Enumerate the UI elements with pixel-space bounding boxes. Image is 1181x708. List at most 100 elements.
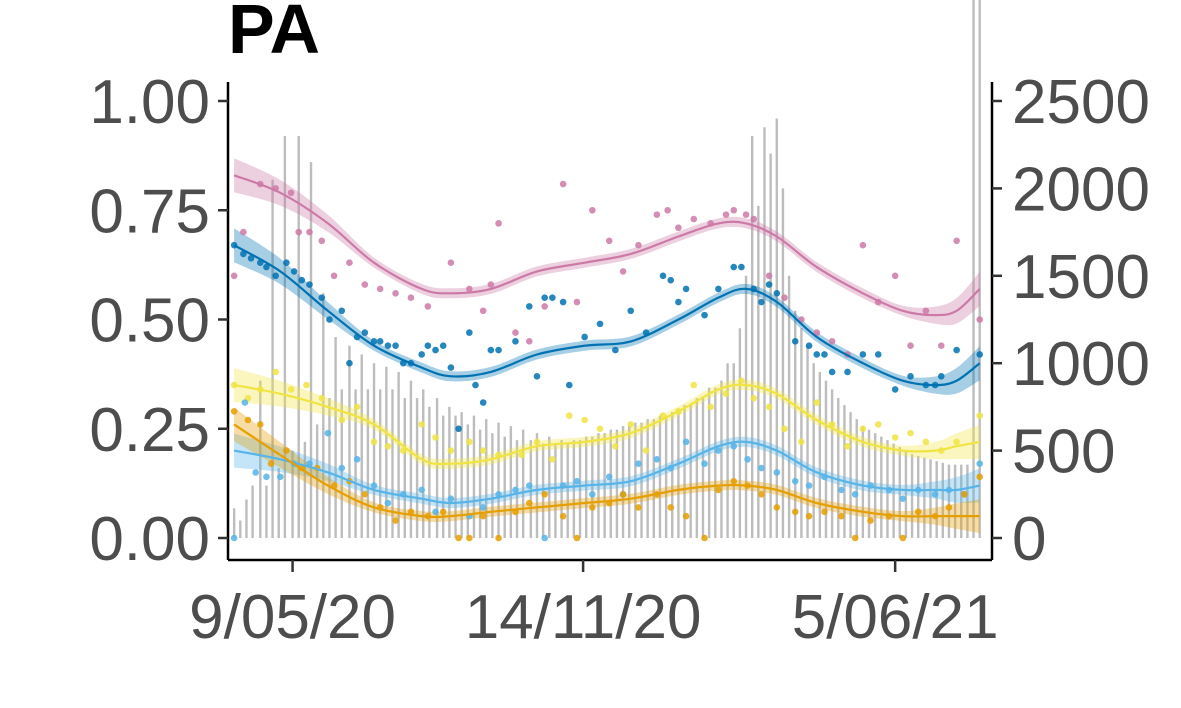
y-left-tick-label: 0.25 <box>89 396 210 465</box>
data-point <box>230 407 238 415</box>
data-point <box>953 438 960 446</box>
data-point <box>976 412 984 419</box>
data-point <box>742 211 750 218</box>
data-point <box>619 491 627 498</box>
data-point <box>953 346 960 354</box>
data-point <box>813 351 821 358</box>
y-left-tick-label: 0.75 <box>89 177 210 246</box>
data-point <box>976 316 984 323</box>
y-left-tick-label: 0.50 <box>89 287 210 356</box>
smooth-line <box>233 423 980 519</box>
data-point <box>619 268 627 275</box>
data-point <box>326 316 333 323</box>
data-point <box>573 298 581 306</box>
data-point <box>318 237 326 245</box>
data-point <box>690 381 698 389</box>
data-point <box>256 421 264 428</box>
data-point <box>682 285 690 293</box>
data-point <box>338 307 346 315</box>
data-point <box>838 486 845 494</box>
data-point <box>750 394 758 402</box>
data-point <box>479 399 487 406</box>
data-point <box>559 180 567 188</box>
confidence-ribbon <box>234 407 980 534</box>
data-point <box>230 272 238 280</box>
data-point <box>828 368 836 376</box>
data-point <box>813 329 821 336</box>
data-point <box>690 215 698 223</box>
data-point <box>495 346 502 354</box>
data-point <box>399 447 407 454</box>
data-point <box>976 460 984 468</box>
data-point <box>907 429 914 437</box>
data-point <box>240 250 247 258</box>
data-point <box>241 399 249 406</box>
data-point <box>715 486 722 494</box>
data-point <box>765 272 773 280</box>
data-point <box>828 338 836 345</box>
data-point <box>392 289 399 297</box>
data-point <box>976 473 984 481</box>
smooth-line <box>233 244 981 387</box>
data-point <box>805 512 813 520</box>
data-point <box>715 285 722 293</box>
data-point <box>303 381 310 389</box>
data-point <box>263 263 270 271</box>
data-point <box>495 534 502 542</box>
data-point <box>541 294 548 301</box>
data-point <box>346 359 353 367</box>
data-point <box>392 517 399 524</box>
data-point <box>653 211 661 218</box>
data-point <box>439 342 447 350</box>
data-point <box>859 241 867 249</box>
data-point <box>283 447 290 454</box>
x-tick-label: 9/05/20 <box>189 583 396 652</box>
data-point <box>287 386 295 393</box>
data-point <box>418 351 425 358</box>
data-point <box>821 508 828 516</box>
data-point <box>533 373 541 380</box>
data-point <box>773 469 781 476</box>
data-point <box>701 311 708 319</box>
data-point <box>512 486 519 494</box>
data-point <box>907 342 914 350</box>
x-tick-label: 5/06/21 <box>792 583 999 652</box>
data-point <box>642 447 650 454</box>
data-point <box>290 268 298 275</box>
data-point <box>750 215 758 223</box>
y-right-tick-label: 2500 <box>1012 68 1150 137</box>
data-point <box>682 512 690 520</box>
y-right-tick-label: 1500 <box>1012 243 1150 312</box>
data-point <box>715 447 722 454</box>
data-point <box>247 255 255 262</box>
data-point <box>487 281 495 288</box>
data-point <box>361 281 369 288</box>
data-point <box>376 285 384 293</box>
data-point <box>267 460 275 468</box>
data-point <box>418 421 425 428</box>
data-point <box>559 512 567 520</box>
data-point <box>495 220 502 227</box>
data-point <box>758 298 765 306</box>
data-point <box>707 403 714 411</box>
data-point <box>432 434 439 441</box>
data-point <box>565 412 573 419</box>
data-point <box>418 486 425 494</box>
data-point <box>667 504 675 511</box>
data-point <box>605 237 613 245</box>
count-bars <box>232 0 981 538</box>
data-point <box>283 259 290 266</box>
data-point <box>891 434 899 441</box>
data-point <box>976 351 984 358</box>
confidence-ribbon <box>234 158 980 326</box>
y-right-tick-label: 500 <box>1012 418 1115 487</box>
data-point <box>447 259 455 266</box>
data-point <box>859 351 867 358</box>
data-point <box>791 508 799 516</box>
data-point <box>518 451 525 459</box>
data-point <box>675 298 682 306</box>
data-point <box>370 482 378 489</box>
data-point <box>287 189 295 197</box>
y-right-tick-label: 0 <box>1012 505 1046 574</box>
data-point <box>675 224 682 232</box>
